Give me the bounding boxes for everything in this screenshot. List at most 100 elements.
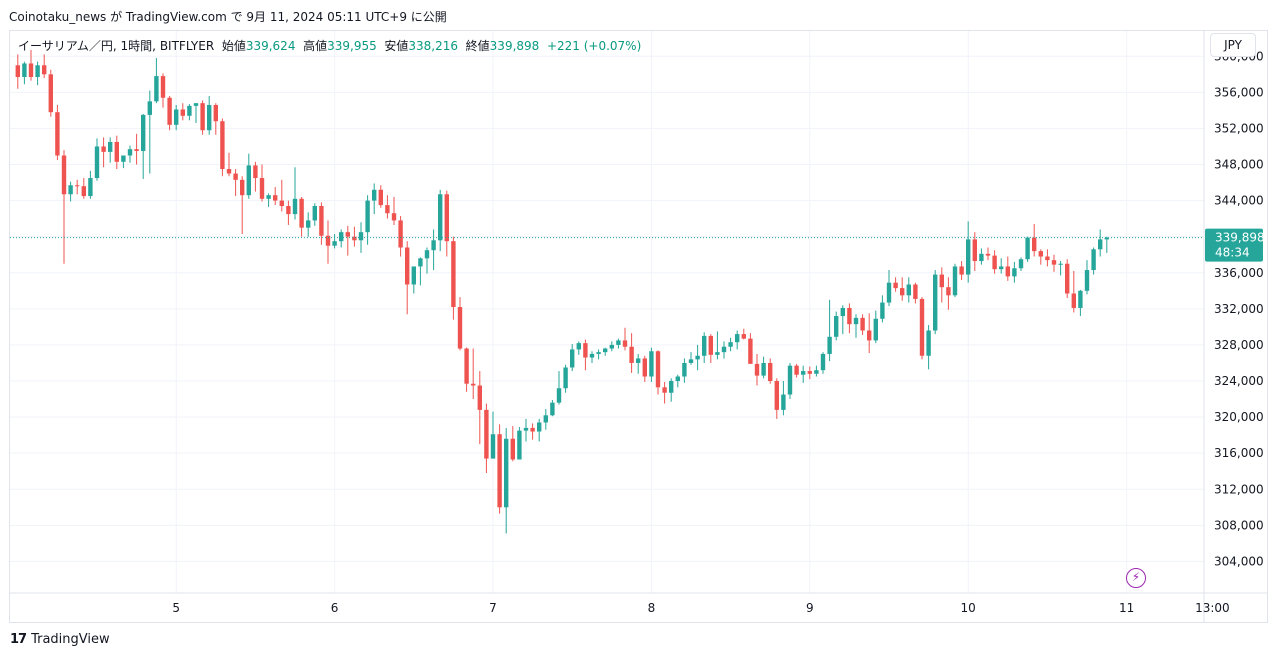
candle xyxy=(457,297,463,351)
candle xyxy=(398,215,403,257)
candle xyxy=(1005,256,1010,281)
candle-body xyxy=(787,365,793,395)
candle-body xyxy=(1025,237,1030,260)
candle xyxy=(385,195,390,219)
candle-body xyxy=(517,430,522,460)
candle xyxy=(530,423,535,440)
candle-body xyxy=(504,438,509,508)
candle-body xyxy=(913,284,918,299)
candle-body xyxy=(279,200,284,207)
grid-lines xyxy=(10,31,1204,593)
candle xyxy=(391,196,397,225)
candle-body xyxy=(292,198,298,215)
candle-body xyxy=(926,330,931,356)
candle-body xyxy=(114,141,119,162)
candle xyxy=(583,339,588,371)
candle-body xyxy=(147,101,152,115)
time-tick-label: 11 xyxy=(1119,601,1134,615)
ohlc-legend: イーサリアム／円, 1時間, BITFLYER 始値339,624 高値339,… xyxy=(18,37,641,54)
candle xyxy=(345,225,350,256)
candle-body xyxy=(682,362,687,377)
candle xyxy=(1098,229,1103,257)
candle-body xyxy=(167,97,172,125)
candle-body xyxy=(398,220,403,248)
candle-body xyxy=(966,239,971,275)
candle xyxy=(141,113,146,179)
candle xyxy=(609,341,614,352)
candle xyxy=(246,153,251,199)
candle xyxy=(807,366,812,380)
candle xyxy=(774,378,779,419)
candle xyxy=(286,200,291,225)
time-tick-label: 5 xyxy=(172,601,180,615)
candle-body xyxy=(233,173,238,180)
candle-body xyxy=(768,362,773,382)
candle-body xyxy=(372,189,377,201)
lightning-icon[interactable]: ⚡ xyxy=(1126,568,1146,588)
candle xyxy=(576,341,581,355)
candle xyxy=(147,90,152,174)
candle xyxy=(880,295,885,323)
candle-body xyxy=(108,141,113,152)
currency-button[interactable]: JPY xyxy=(1210,33,1256,57)
candle-body xyxy=(893,282,898,289)
candle xyxy=(1065,259,1070,299)
candle xyxy=(556,371,562,405)
candle xyxy=(523,418,529,442)
candle-body xyxy=(642,358,647,377)
candle xyxy=(820,352,826,374)
candle-body xyxy=(339,232,344,242)
candle-body xyxy=(702,335,707,356)
candle xyxy=(563,364,568,393)
candle-body xyxy=(1045,256,1050,261)
candle-body xyxy=(48,74,53,113)
candle xyxy=(728,337,733,352)
candle-body xyxy=(266,195,271,199)
tradingview-logo-icon: 17 xyxy=(10,632,27,647)
candle-body xyxy=(655,351,661,388)
price-tag-bg xyxy=(1205,228,1263,262)
candle xyxy=(510,426,515,462)
candle-body xyxy=(636,358,641,363)
candle xyxy=(88,170,93,199)
candle xyxy=(946,277,951,310)
candle xyxy=(167,95,172,131)
candle xyxy=(160,73,166,108)
high-value: 339,955 xyxy=(327,39,377,53)
candle xyxy=(405,241,410,315)
footer-brand[interactable]: 17 TradingView xyxy=(10,632,110,647)
candle-body xyxy=(68,185,73,195)
candle xyxy=(999,258,1004,274)
time-tick-label: 6 xyxy=(331,601,339,615)
price-tick-label: 348,000 xyxy=(1214,158,1264,172)
candle xyxy=(451,236,456,320)
candle xyxy=(438,189,443,252)
price-tick-label: 352,000 xyxy=(1214,121,1264,135)
candle xyxy=(101,137,106,168)
candle xyxy=(754,353,760,386)
candle-body xyxy=(1104,237,1109,240)
candle xyxy=(193,103,199,124)
candle xyxy=(154,58,159,104)
candle-body xyxy=(999,266,1004,270)
candle xyxy=(94,138,100,181)
candle-body xyxy=(154,76,159,102)
candle-body xyxy=(438,194,443,241)
close-label: 終値 xyxy=(465,39,490,53)
candle xyxy=(127,145,133,163)
candle-body xyxy=(15,65,20,78)
candle-body xyxy=(979,253,984,262)
candle-body xyxy=(1012,268,1017,277)
candle xyxy=(233,169,238,197)
candle xyxy=(200,100,205,135)
candle-body xyxy=(411,266,416,285)
candle xyxy=(42,54,47,78)
candle-body xyxy=(510,438,515,460)
candle-body xyxy=(583,343,588,358)
candle-body xyxy=(1091,249,1096,271)
candle-body xyxy=(649,351,654,377)
candle xyxy=(279,179,284,212)
candle-body xyxy=(873,318,878,341)
candle xyxy=(669,378,674,402)
